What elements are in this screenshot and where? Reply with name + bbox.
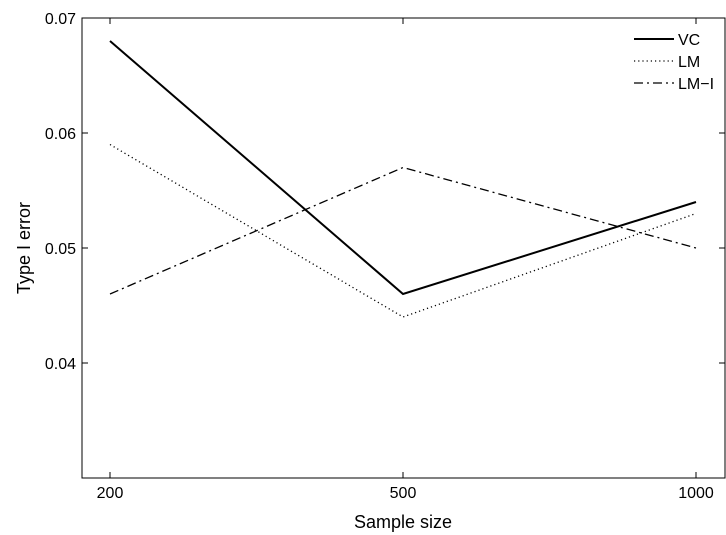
x-tick-label: 1000 (678, 485, 714, 502)
series-line-lm (109, 143, 697, 318)
x-axis-label: Sample size (354, 512, 452, 532)
series-lines (109, 40, 697, 318)
y-tick-label: 0.05 (45, 241, 76, 258)
plot-frame (81, 17, 726, 479)
legend-label: LM (678, 54, 700, 71)
y-tick-label: 0.07 (45, 11, 76, 28)
series-line-vc (109, 40, 697, 296)
legend: VC LM LM−I (634, 32, 714, 93)
legend-label: LM−I (678, 76, 714, 93)
x-tick-label: 200 (97, 485, 124, 502)
series-line-lm-i (109, 166, 697, 295)
y-axis-label: Type I error (14, 202, 34, 294)
legend-label: VC (678, 32, 700, 49)
y-tick-label: 0.04 (45, 356, 76, 373)
x-axis-ticks: 200 500 1000 (97, 18, 714, 502)
x-tick-label: 500 (390, 485, 417, 502)
y-tick-label: 0.06 (45, 126, 76, 143)
y-axis-ticks: 0.04 0.05 0.06 0.07 (45, 11, 725, 373)
